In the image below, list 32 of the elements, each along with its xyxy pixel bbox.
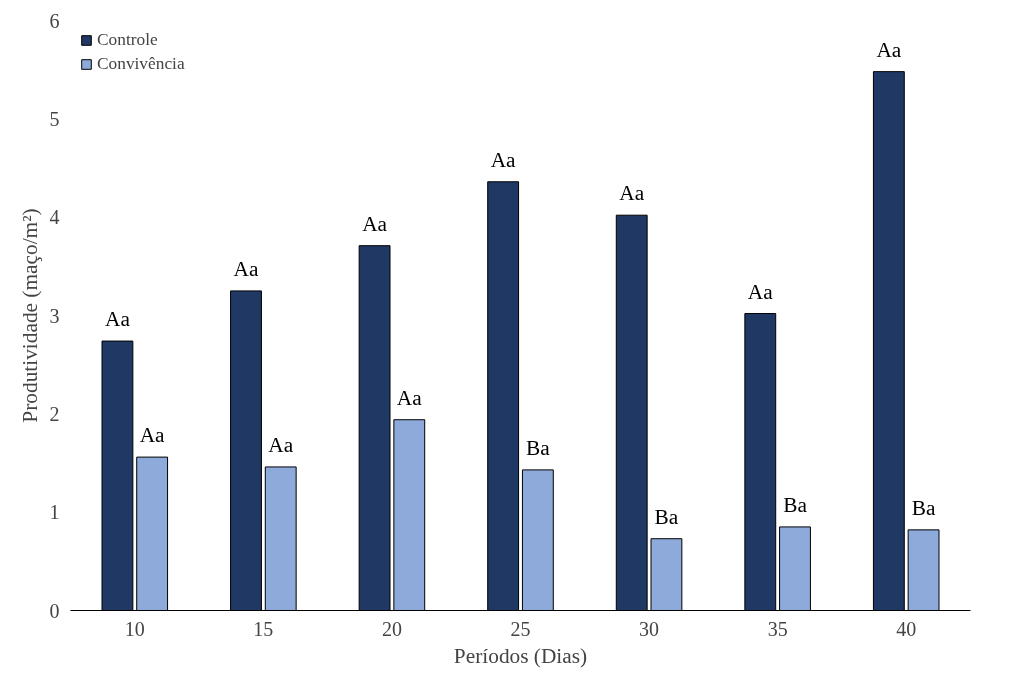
data-label: Ba — [654, 504, 679, 529]
data-label: Aa — [490, 147, 517, 172]
y-tick-label: 5 — [49, 107, 60, 130]
data-label: Ba — [783, 492, 808, 517]
x-axis-title: Períodos (Dias) — [453, 643, 588, 668]
y-tick-label: 0 — [49, 599, 60, 622]
x-tick-label: 25 — [510, 617, 531, 640]
x-tick-label: 35 — [767, 617, 788, 640]
y-tick-label: 6 — [49, 9, 60, 32]
data-label: Aa — [876, 37, 902, 62]
data-label: Aa — [362, 211, 388, 236]
y-tick-label: 4 — [49, 206, 60, 229]
legend-label: Controle — [97, 30, 158, 50]
data-label: Aa — [396, 385, 423, 410]
legend-label: Convivência — [97, 54, 185, 74]
data-label: Aa — [139, 423, 166, 448]
x-tick-label: 40 — [896, 617, 917, 640]
x-tick-label: 20 — [381, 617, 402, 640]
data-label: Ba — [526, 435, 551, 460]
x-tick-label: 10 — [124, 617, 145, 640]
y-tick-label: 2 — [49, 402, 60, 425]
x-tick-label: 15 — [253, 617, 274, 640]
data-label: Aa — [268, 432, 294, 457]
y-axis-title: Produtividade (maço/m²) — [17, 208, 42, 423]
data-label: Aa — [233, 256, 259, 281]
data-label: Ba — [911, 495, 936, 520]
y-tick-label: 3 — [49, 304, 60, 327]
data-label: Aa — [747, 279, 774, 304]
data-label: Aa — [619, 181, 645, 206]
x-tick-label: 30 — [639, 617, 660, 640]
y-tick-label: 1 — [49, 501, 60, 524]
data-label: Aa — [104, 307, 131, 332]
